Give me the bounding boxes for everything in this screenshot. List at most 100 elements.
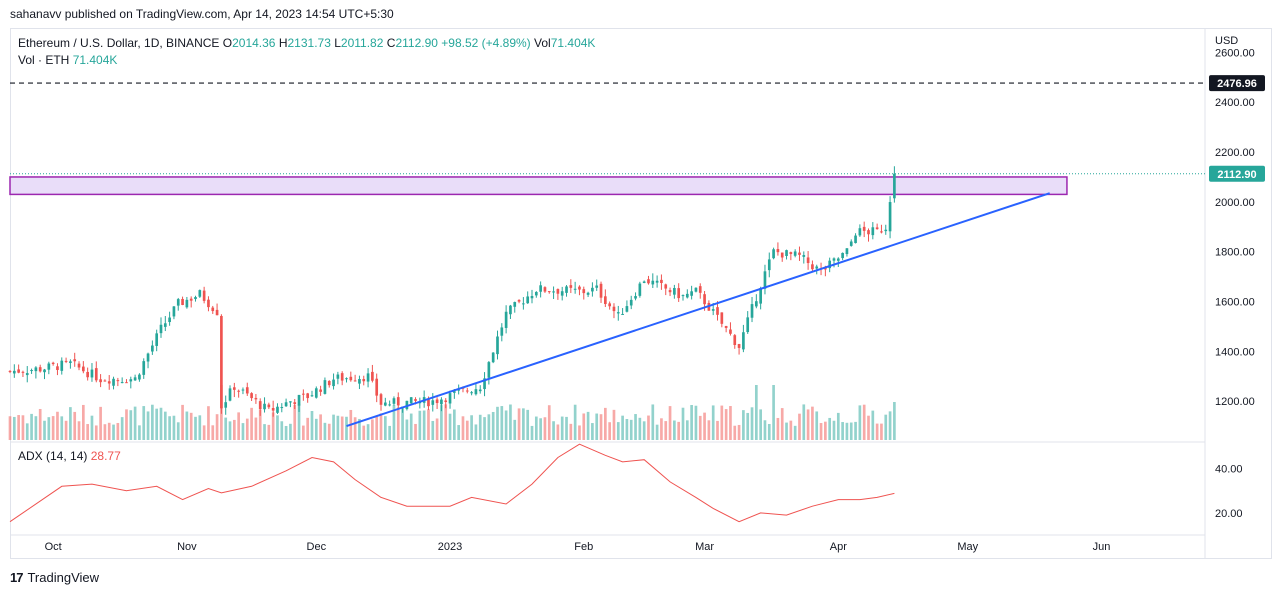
- volume-bar: [263, 424, 266, 440]
- volume-bar: [785, 422, 788, 440]
- volume-bar: [371, 419, 374, 440]
- candle-body: [634, 296, 637, 299]
- volume-bar: [634, 414, 637, 440]
- close-label: C: [386, 36, 396, 50]
- volume-bar: [668, 406, 672, 440]
- volume-bar: [513, 419, 517, 440]
- volume-bar: [849, 422, 853, 440]
- volume-bar: [38, 408, 42, 440]
- volume-bar: [211, 425, 215, 440]
- volume-bar: [94, 425, 98, 440]
- candle-body: [703, 294, 706, 305]
- candle-body: [319, 389, 322, 392]
- candle-body: [578, 286, 581, 290]
- volume-bar: [151, 404, 154, 440]
- candle-body: [832, 258, 836, 261]
- candle-body: [138, 374, 141, 380]
- candle-body: [379, 394, 383, 405]
- candle-body: [254, 397, 258, 400]
- candle-body: [763, 271, 767, 289]
- candle-body: [314, 388, 318, 398]
- candle-body: [767, 259, 771, 271]
- candle-body: [729, 329, 732, 334]
- candle-body: [595, 285, 599, 288]
- candle-body: [371, 371, 374, 381]
- candle-body: [172, 306, 176, 317]
- volume-bar: [638, 417, 642, 440]
- candle-body: [271, 408, 275, 411]
- volume-bar: [673, 420, 676, 440]
- ohlc-legend: Ethereum / U.S. Dollar, 1D, BINANCE O201…: [18, 35, 595, 69]
- candle-body: [185, 299, 189, 308]
- candle-body: [629, 299, 633, 306]
- volume-bar: [534, 416, 538, 440]
- volume-bar: [448, 413, 452, 440]
- volume-bar: [241, 423, 245, 440]
- symbol-name[interactable]: Ethereum / U.S. Dollar, 1D, BINANCE: [18, 36, 220, 50]
- candle-body: [552, 291, 555, 293]
- candle-body: [310, 395, 314, 397]
- volume-bar: [539, 418, 542, 440]
- candle-body: [90, 369, 94, 378]
- volume-bar: [383, 416, 387, 440]
- candle-body: [647, 279, 650, 284]
- adx-label[interactable]: ADX (14, 14): [18, 449, 88, 463]
- volume-bar: [565, 416, 568, 440]
- volume-bar: [647, 415, 650, 440]
- adx-tick-label: 20.00: [1215, 508, 1243, 520]
- candle-body: [759, 288, 762, 304]
- volume-bar: [405, 419, 409, 440]
- candle-body: [754, 301, 758, 307]
- low-label: L: [334, 36, 341, 50]
- candle-body: [43, 369, 46, 373]
- volume-bar: [642, 421, 646, 440]
- volume-bar: [168, 416, 171, 440]
- candle-body: [327, 380, 331, 386]
- candle-body: [38, 367, 42, 372]
- time-tick-label: Dec: [307, 541, 327, 553]
- time-tick-label: 2023: [438, 541, 462, 553]
- candle-body: [375, 378, 379, 396]
- candle-body: [258, 401, 262, 409]
- candle-body: [565, 286, 568, 293]
- candle-body: [668, 290, 672, 293]
- candle-body: [64, 360, 68, 362]
- volume-bar: [543, 417, 547, 440]
- candle-body: [690, 291, 693, 296]
- volume-bar: [474, 424, 478, 440]
- volume-bar: [375, 416, 379, 440]
- candle-body: [720, 312, 724, 324]
- candle-body: [716, 307, 719, 315]
- volume-bar: [202, 425, 206, 440]
- candle-body: [293, 402, 297, 405]
- volume-indicator-label[interactable]: Vol · ETH: [18, 53, 70, 67]
- volume-bar: [815, 411, 819, 440]
- volume-bar: [116, 422, 120, 440]
- volume-bar: [142, 406, 146, 440]
- candle-body: [612, 306, 616, 312]
- volume-bar: [651, 404, 655, 440]
- candle-body: [491, 352, 495, 363]
- currency-label: USD: [1215, 35, 1238, 47]
- candle-body: [543, 287, 547, 292]
- volume-bar: [198, 415, 202, 440]
- volume-bar: [362, 425, 366, 440]
- volume-bar: [176, 422, 180, 440]
- candle-body: [237, 390, 240, 392]
- volume-bar: [560, 416, 564, 440]
- candle-body: [854, 235, 857, 244]
- candle-body: [513, 302, 517, 307]
- candle-body: [224, 402, 228, 408]
- candle-body: [569, 285, 573, 288]
- volume-bar: [172, 415, 176, 440]
- volume-bar: [353, 417, 357, 440]
- candle-body: [30, 370, 33, 372]
- volume-bar: [60, 416, 64, 440]
- candle-body: [547, 291, 551, 293]
- candle-body: [776, 249, 780, 253]
- candle-body: [785, 250, 788, 256]
- volume-bar: [323, 422, 327, 440]
- volume-bar: [345, 416, 348, 440]
- candle-body: [470, 392, 473, 394]
